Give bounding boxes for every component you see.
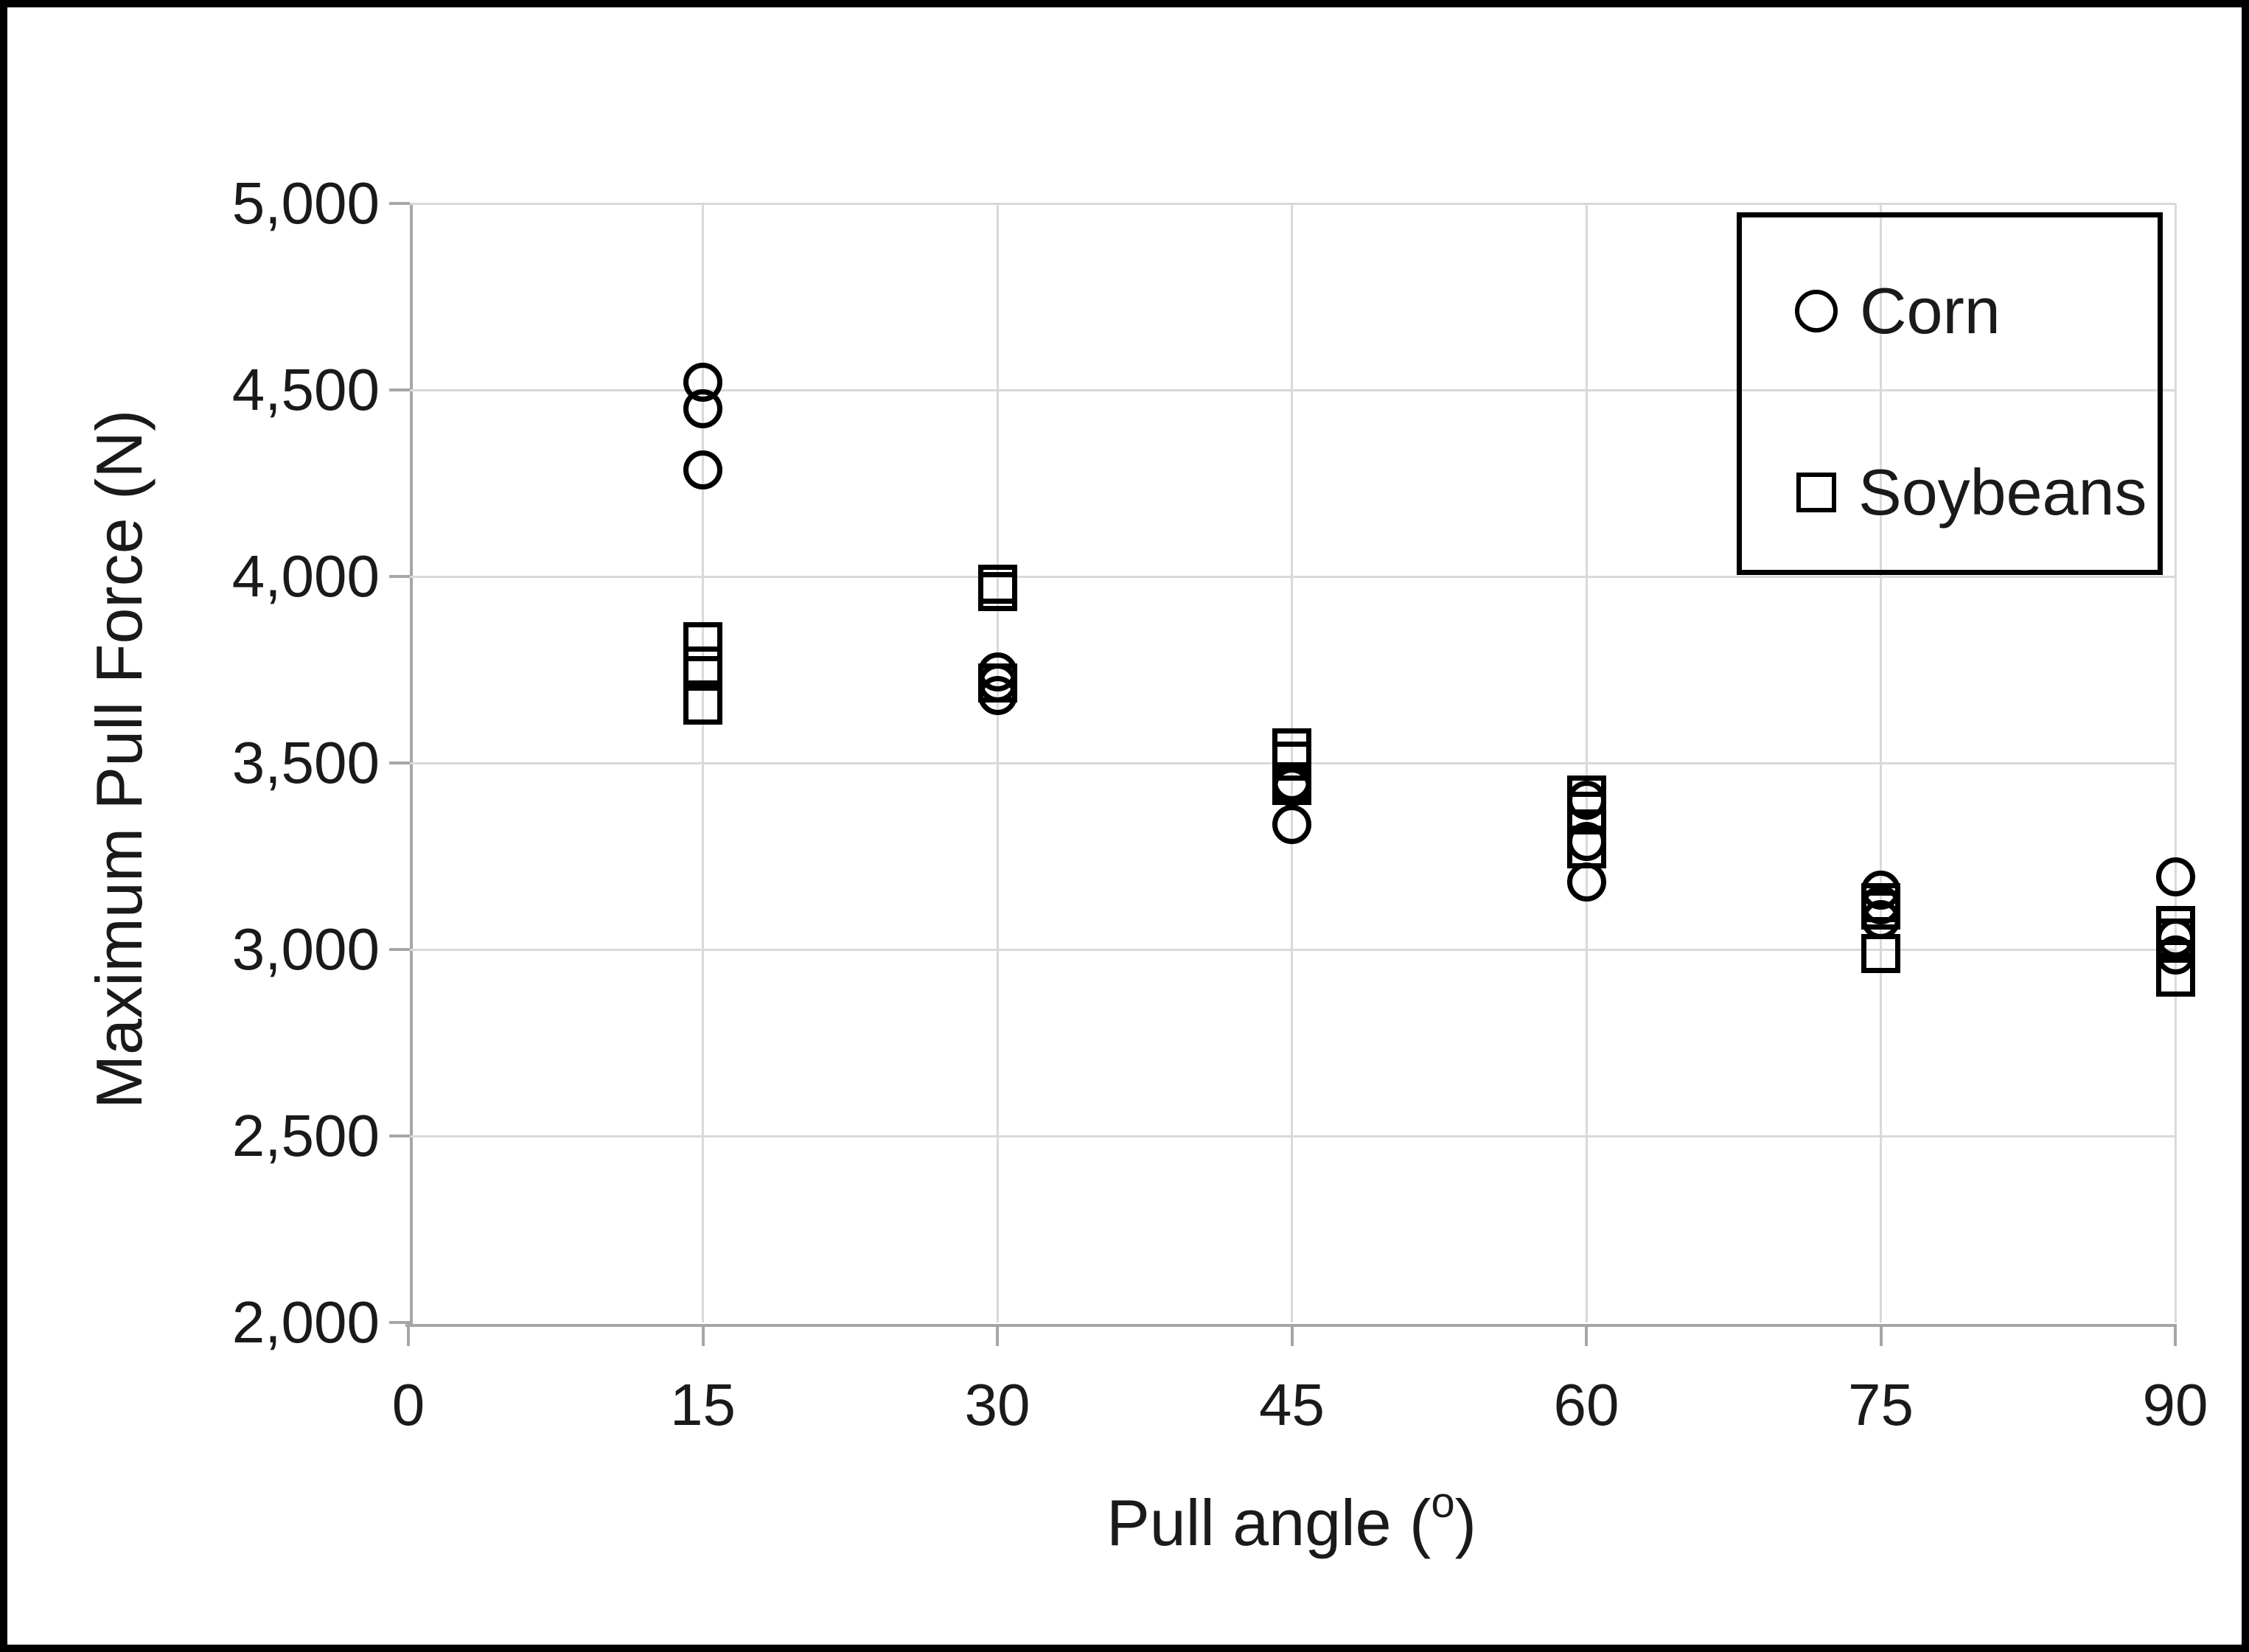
plot-area xyxy=(408,202,2195,1322)
soybeans-data-point-15deg-3760 xyxy=(683,646,722,686)
x-axis-tick-45 xyxy=(1290,1325,1294,1346)
y-axis-tick-2000 xyxy=(389,1321,410,1324)
x-axis-tick-15 xyxy=(701,1325,705,1346)
y-tick-label-5000: 5,000 xyxy=(231,170,380,236)
v-gridline-75 xyxy=(1880,203,1882,1322)
legend-entry-soybeans: Soybeans xyxy=(1795,455,2147,530)
x-axis-title-prefix: Pull angle ( xyxy=(1106,1486,1432,1559)
legend-label-corn: Corn xyxy=(1860,274,2001,347)
y-tick-label-3500: 3,500 xyxy=(231,730,380,795)
soybeans-data-point-60deg-3270 xyxy=(1566,829,1606,868)
soybeans-data-point-15deg-3825 xyxy=(683,622,722,662)
y-axis-tick-3000 xyxy=(389,948,410,951)
corn-data-point-45deg-3335 xyxy=(1272,804,1311,844)
legend-box: Corn Soybeans xyxy=(1737,212,2163,575)
y-tick-label-4000: 4,000 xyxy=(231,543,380,609)
x-tick-label-0: 0 xyxy=(391,1372,425,1437)
corn-data-point-15deg-4285 xyxy=(683,450,722,490)
soybeans-data-point-45deg-3440 xyxy=(1272,765,1311,805)
corn-data-point-90deg-3195 xyxy=(2155,857,2195,896)
y-axis-line xyxy=(410,203,413,1325)
y-tick-label-2500: 2,500 xyxy=(231,1103,380,1168)
x-tick-label-30: 30 xyxy=(964,1372,1031,1437)
legend-label-soybeans: Soybeans xyxy=(1858,456,2147,529)
y-axis-tick-4500 xyxy=(389,388,410,391)
y-axis-tick-5000 xyxy=(389,202,410,205)
y-tick-label-3000: 3,000 xyxy=(231,916,380,982)
soybeans-data-point-90deg-2925 xyxy=(2155,958,2195,997)
x-tick-label-15: 15 xyxy=(670,1372,736,1437)
soybeans-data-point-15deg-3655 xyxy=(683,686,722,725)
y-axis-tick-2500 xyxy=(389,1135,410,1137)
corn-circle-marker-icon xyxy=(1795,290,1838,332)
x-axis-tick-60 xyxy=(1585,1325,1588,1346)
x-axis-title-suffix: ) xyxy=(1454,1486,1476,1559)
v-gridline-60 xyxy=(1585,203,1588,1322)
y-axis-tick-4000 xyxy=(389,575,410,578)
soybeans-data-point-75deg-2990 xyxy=(1861,933,1900,973)
y-tick-label-2000: 2,000 xyxy=(231,1289,380,1355)
y-axis-tick-3500 xyxy=(389,761,410,764)
x-axis-tick-90 xyxy=(2174,1325,2177,1346)
corn-data-point-60deg-3180 xyxy=(1566,862,1606,902)
soybeans-data-point-75deg-3105 xyxy=(1861,891,1900,930)
soybeans-data-point-60deg-3370 xyxy=(1566,792,1606,832)
v-gridline-90 xyxy=(2174,203,2177,1322)
soybeans-data-point-30deg-3715 xyxy=(977,663,1017,703)
x-axis-title-superscript: o xyxy=(1431,1479,1455,1527)
v-gridline-30 xyxy=(996,203,999,1322)
x-axis-tick-30 xyxy=(996,1325,999,1346)
x-axis-tick-75 xyxy=(1879,1325,1883,1346)
corn-data-point-15deg-4450 xyxy=(683,388,722,428)
x-axis-title: Pull angle (o) xyxy=(1106,1478,1476,1561)
x-tick-label-45: 45 xyxy=(1259,1372,1325,1437)
soybeans-square-marker-icon xyxy=(1796,473,1836,512)
x-tick-label-90: 90 xyxy=(2142,1372,2208,1437)
x-axis-tick-0 xyxy=(407,1325,410,1346)
x-tick-label-60: 60 xyxy=(1553,1372,1619,1437)
soybeans-data-point-45deg-3505 xyxy=(1272,741,1311,781)
legend-entry-corn: Corn xyxy=(1795,273,2001,349)
soybeans-data-point-30deg-3960 xyxy=(977,571,1017,611)
soybeans-data-point-90deg-3030 xyxy=(2155,919,2195,958)
x-tick-label-75: 75 xyxy=(1848,1372,1914,1437)
y-tick-label-4500: 4,500 xyxy=(231,357,380,422)
v-gridline-15 xyxy=(702,203,704,1322)
